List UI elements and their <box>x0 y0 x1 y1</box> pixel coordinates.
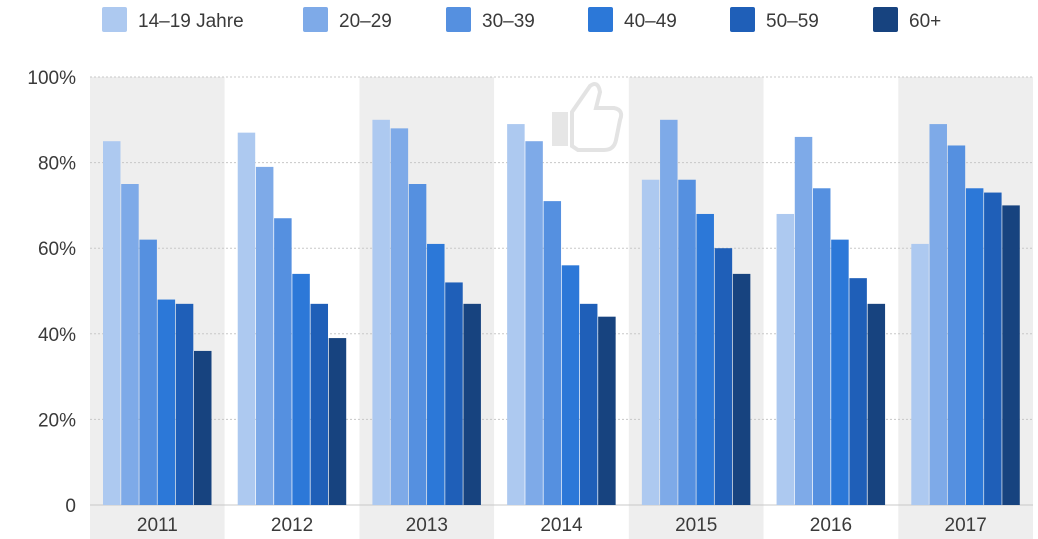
x-tick-label: 2013 <box>406 515 448 536</box>
bar: 60+ 2016: 47% <box>867 303 886 505</box>
bar: 60+ 2014: 44% <box>598 316 616 505</box>
y-tick-label: 80% <box>38 154 76 175</box>
x-tick-label: 2014 <box>540 515 583 536</box>
bar: 50–59 2016: 53% <box>849 278 867 505</box>
bar: 40–49 2014: 56% <box>561 265 580 505</box>
bar: 20–29 2016: 86% <box>794 136 813 506</box>
y-tick-label: 0 <box>65 496 76 517</box>
y-tick-label: 20% <box>38 410 76 431</box>
bar: 60+ 2013: 47% <box>463 303 481 505</box>
x-tick-label: 2015 <box>675 515 717 536</box>
legend-label: 14–19 Jahre <box>138 11 244 32</box>
bar: 50–59 2012: 47% <box>310 303 329 505</box>
bar: 30–39 2011: 62% <box>139 239 157 505</box>
bar: 60+ 2012: 39% <box>328 338 347 505</box>
legend-label: 30–39 <box>482 11 535 32</box>
bar: 14–19 Jahre 2011: 85% <box>103 141 121 505</box>
bar: 40–49 2017: 74% <box>965 188 984 505</box>
bar: 14–19 Jahre 2015: 76% <box>641 179 660 505</box>
x-tick-label: 2017 <box>945 515 987 536</box>
bar: 40–49 2016: 62% <box>831 239 849 505</box>
legend-item: 60+ <box>873 7 941 32</box>
legend-item: 14–19 Jahre <box>102 7 244 32</box>
bar: 50–59 2011: 47% <box>175 303 194 505</box>
y-tick-label: 60% <box>38 239 76 260</box>
bar: 20–29 2012: 79% <box>255 166 274 505</box>
bar: 30–39 2017: 84% <box>947 145 966 506</box>
legend-item: 40–49 <box>588 7 677 32</box>
bar: 40–49 2015: 68% <box>696 213 714 505</box>
bar: 14–19 Jahre 2016: 68% <box>776 213 795 505</box>
bar: 20–29 2017: 89% <box>929 124 947 505</box>
bar: 30–39 2016: 74% <box>812 188 831 505</box>
legend-swatch <box>588 7 613 32</box>
y-tick-label: 40% <box>38 325 76 346</box>
bar: 30–39 2013: 75% <box>408 184 427 505</box>
bar: 20–29 2013: 88% <box>390 128 409 506</box>
legend-swatch <box>446 7 471 32</box>
legend-swatch <box>303 7 328 32</box>
legend-swatch <box>730 7 755 32</box>
x-tick-label: 2012 <box>271 515 313 536</box>
bar: 14–19 Jahre 2013: 90% <box>372 119 390 506</box>
legend-label: 40–49 <box>624 11 677 32</box>
legend-label: 50–59 <box>766 11 819 32</box>
legend: 14–19 Jahre 20–29 30–39 40–49 50–59 60+ <box>102 7 941 32</box>
bar: 60+ 2015: 54% <box>732 273 751 505</box>
legend-label: 60+ <box>909 11 941 32</box>
bar: 30–39 2014: 71% <box>543 201 562 505</box>
x-tick-label: 2016 <box>810 515 852 536</box>
thumbs-up-icon <box>552 82 624 152</box>
bar: 40–49 2011: 48% <box>157 299 176 505</box>
bars: 14–19 Jahre 2011: 85%20–29 2011: 75%30–3… <box>103 119 1020 506</box>
legend-item: 30–39 <box>446 7 535 32</box>
bar: 50–59 2017: 73% <box>984 192 1002 505</box>
bar: 14–19 Jahre 2014: 89% <box>507 124 525 505</box>
bar: 14–19 Jahre 2017: 61% <box>911 243 929 506</box>
legend-item: 50–59 <box>730 7 819 32</box>
legend-swatch <box>102 7 127 32</box>
y-axis-ticks: 0 20% 40% 60% 80% 100% <box>27 68 76 517</box>
bar: 50–59 2014: 47% <box>579 303 598 505</box>
bar: 60+ 2011: 36% <box>194 350 212 505</box>
category-bands <box>90 77 1033 539</box>
bar: 30–39 2012: 67% <box>274 218 292 506</box>
legend-label: 20–29 <box>339 11 392 32</box>
bar: 30–39 2015: 76% <box>678 179 696 505</box>
bar: 20–29 2011: 75% <box>121 184 139 505</box>
x-axis-labels: 2011 2012 2013 2014 2015 2016 2017 <box>137 515 987 536</box>
bar: 50–59 2015: 60% <box>714 248 733 505</box>
legend-swatch <box>873 7 898 32</box>
bar: 60+ 2017: 70% <box>1002 205 1020 505</box>
bar: 14–19 Jahre 2012: 87% <box>237 132 256 505</box>
bar: 50–59 2013: 52% <box>445 282 463 505</box>
bar: 20–29 2015: 90% <box>660 119 678 506</box>
bar: 40–49 2012: 54% <box>292 273 310 505</box>
legend-item: 20–29 <box>303 7 392 32</box>
bar: 20–29 2014: 85% <box>525 141 543 505</box>
bar: 40–49 2013: 61% <box>427 243 445 506</box>
y-tick-label: 100% <box>27 68 76 89</box>
x-tick-label: 2011 <box>137 515 178 536</box>
